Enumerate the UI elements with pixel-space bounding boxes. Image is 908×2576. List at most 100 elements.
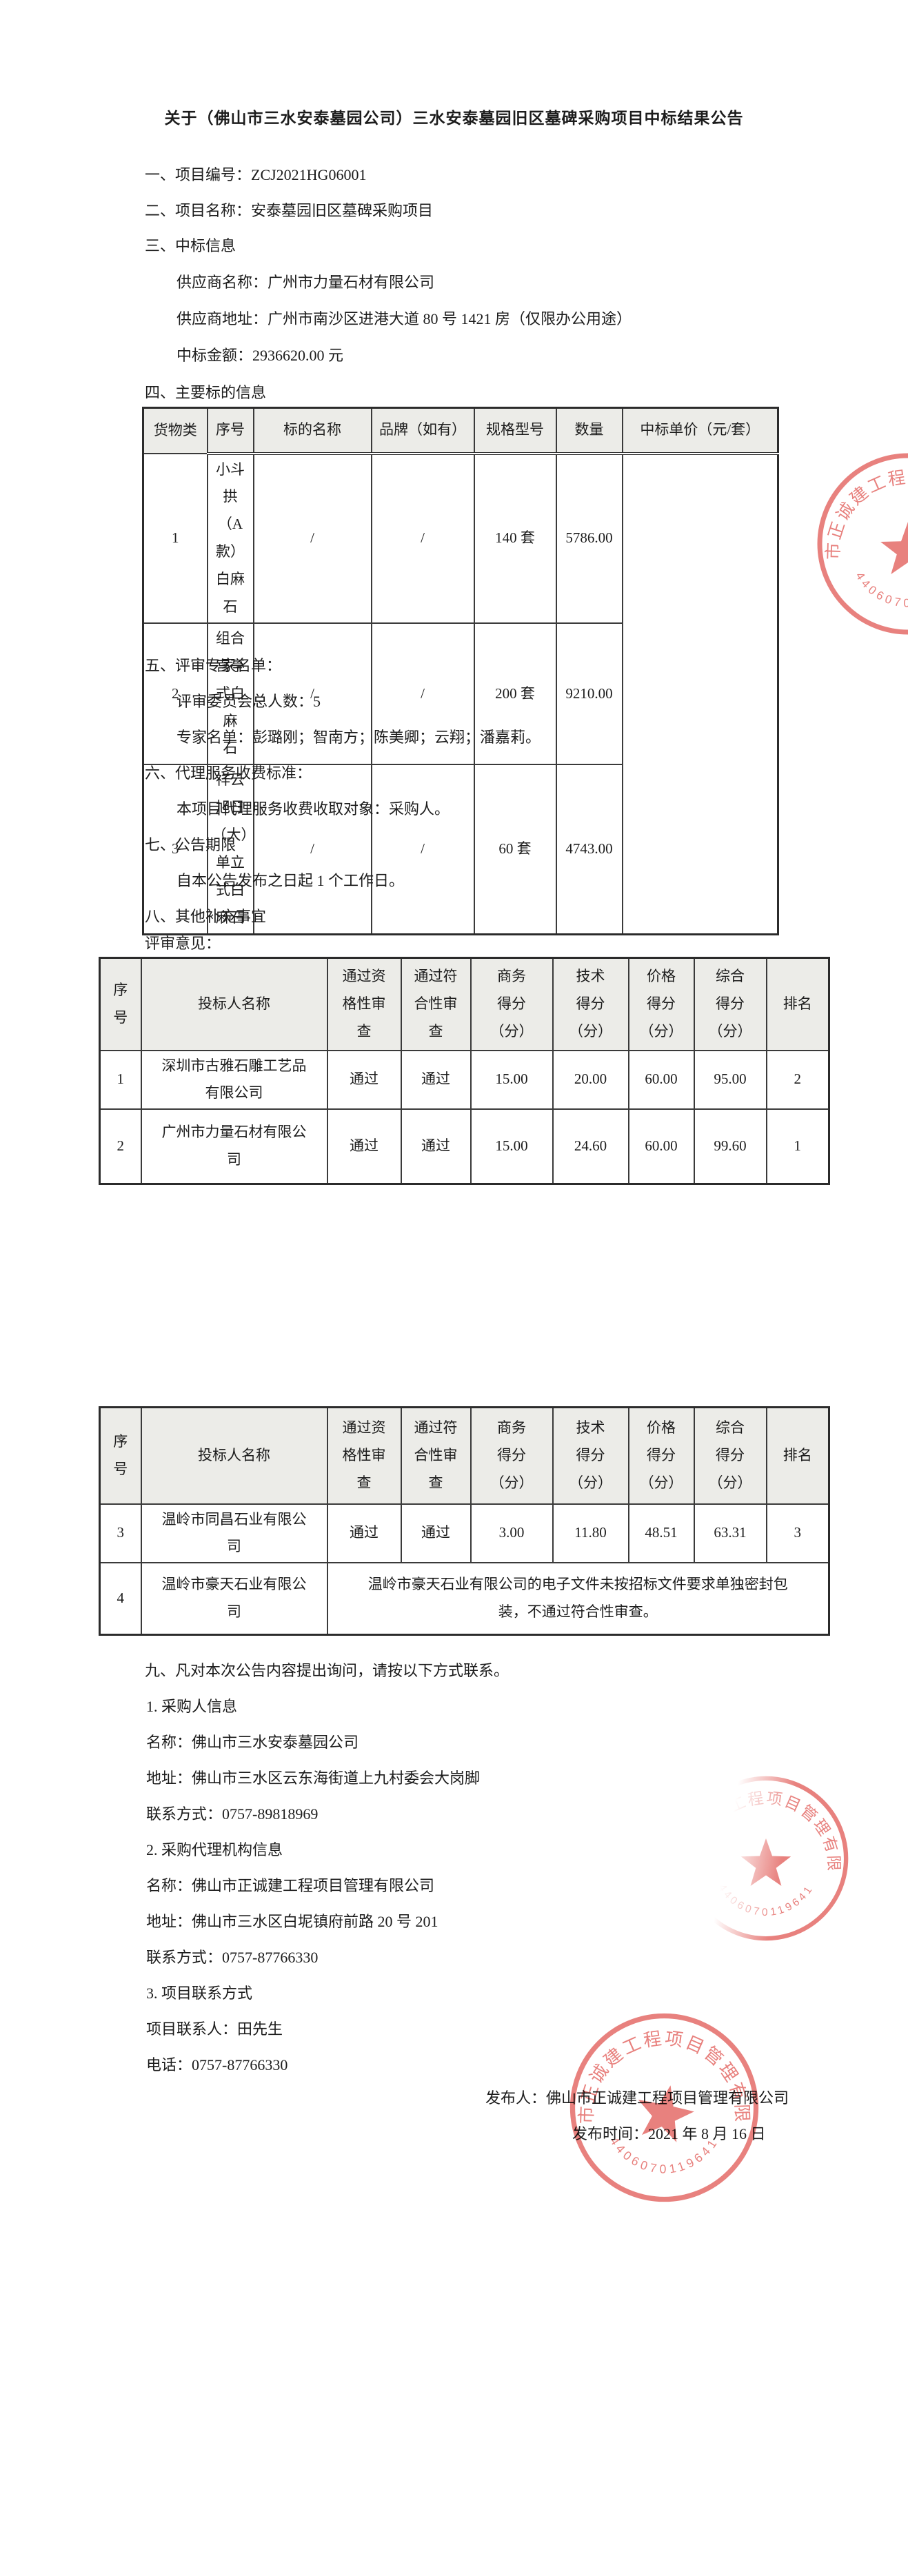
review-cell: 3 [765, 1503, 830, 1564]
review-header-row: 序 号 投标人名称 通过资 格性审 查 通过符 合性审 查 商务 得分 （分） … [99, 957, 830, 1051]
goods-col-spec: 规格型号 [473, 407, 557, 455]
review-opinion-label: 评审意见： [145, 935, 221, 952]
review-col-qualification: 通过资 格性审 查 [326, 1406, 402, 1505]
review-col-price: 价格 得分 （分） [627, 1406, 695, 1505]
goods-cell: 小斗拱（A 款） 白麻石 [206, 452, 254, 624]
review-col-total: 综合 得分 （分） [693, 1406, 767, 1505]
review-cell: 11.80 [552, 1503, 629, 1564]
review-cell: 63.31 [693, 1503, 767, 1564]
review-header-row: 序 号 投标人名称 通过资 格性审 查 通过符 合性审 查 商务 得分 （分） … [99, 1406, 830, 1505]
review-col-no: 序 号 [99, 1406, 142, 1505]
review-cell: 60.00 [627, 1108, 695, 1185]
review-cell: 通过 [400, 1108, 472, 1185]
project-tel-line: 电话：0757-87766330 [146, 2056, 288, 2073]
publisher-line: 发布人：佛山市正诚建工程项目管理有限公司 [485, 2089, 789, 2107]
review-cell: 通过 [326, 1503, 402, 1564]
review-col-technical: 技术 得分 （分） [552, 1406, 629, 1505]
section-main-subject: 四、主要标的信息 [145, 384, 267, 401]
review-cell: 1 [765, 1108, 830, 1185]
review-col-price: 价格 得分 （分） [627, 957, 695, 1051]
section-award-info: 三、中标信息 [145, 237, 236, 254]
page-title: 关于（佛山市三水安泰墓园公司）三水安泰墓园旧区墓碑采购项目中标结果公告 [164, 109, 744, 127]
review-col-bidder: 投标人名称 [140, 1406, 328, 1505]
purchaser-tel-line: 联系方式：0757-89818969 [146, 1805, 319, 1823]
goods-cell: 祥云旭日（大） 单立式白麻石 [206, 764, 254, 935]
review-cell: 3.00 [470, 1503, 554, 1564]
goods-cell: / [252, 622, 372, 766]
review-cell: 通过 [326, 1108, 402, 1185]
agency-name-line: 名称：佛山市正诚建工程项目管理有限公司 [146, 1877, 435, 1894]
goods-cell: 1 [142, 452, 208, 624]
svg-text:4406070119641: 4406070119641 [716, 1882, 816, 1918]
review-cell: 24.60 [552, 1108, 629, 1185]
purchaser-name-line: 名称：佛山市三水安泰墓园公司 [146, 1734, 359, 1751]
company-seal-page1: 佛山市正诚建工程项目管理有限公司 4406070119641 [811, 447, 908, 640]
purchaser-address-line: 地址：佛山市三水区云东海街道上九村委会大岗脚 [146, 1769, 481, 1787]
supplier-name-line: 供应商名称：广州市力量石材有限公司 [176, 274, 435, 291]
review-table-page2: 序 号 投标人名称 通过资 格性审 查 通过符 合性审 查 商务 得分 （分） … [99, 1406, 830, 1636]
goods-cell: 3 [142, 764, 208, 935]
review-table-page1: 序 号 投标人名称 通过资 格性审 查 通过符 合性审 查 商务 得分 （分） … [99, 957, 830, 1185]
review-col-technical: 技术 得分 （分） [552, 957, 629, 1051]
review-cell: 2 [99, 1108, 142, 1185]
goods-cell: 9210.00 [555, 622, 623, 766]
award-amount-line: 中标金额：2936620.00 元 [176, 347, 344, 364]
review-cell: 1 [99, 1049, 142, 1110]
project-contact-heading: 3. 项目联系方式 [146, 1985, 253, 2002]
review-col-no: 序 号 [99, 957, 142, 1051]
review-cell: 15.00 [470, 1108, 554, 1185]
review-row: 3 温岭市同昌石业有限公 司 通过 通过 3.00 11.80 48.51 63… [99, 1503, 830, 1564]
review-cell: 通过 [400, 1049, 472, 1110]
seal-ring [683, 1776, 849, 1941]
review-cell: 3 [99, 1503, 142, 1564]
review-row: 1 深圳市古雅石雕工艺品 有限公司 通过 通过 15.00 20.00 60.0… [99, 1049, 830, 1110]
section-contact: 九、凡对本次公告内容提出询问，请按以下方式联系。 [145, 1662, 510, 1679]
svg-text:佛山市正诚建工程项目管理有限公司: 佛山市正诚建工程项目管理有限公司 [678, 1771, 843, 1873]
section-project-name: 二、项目名称：安泰墓园旧区墓碑采购项目 [145, 202, 434, 219]
committee-total-line: 评审委员会总人数：5 [176, 693, 321, 710]
goods-col-name: 标的名称 [252, 407, 372, 455]
seal-ring [817, 453, 908, 635]
purchaser-heading: 1. 采购人信息 [146, 1698, 238, 1715]
seal-serial-text: 4406070119641 [853, 570, 908, 610]
section-agency-fee: 六、代理服务收费标准： [145, 764, 312, 782]
seal-star-icon [740, 1838, 791, 1886]
review-col-rank: 排名 [765, 1406, 830, 1505]
review-cell: 温岭市豪天石业有限公 司 [140, 1562, 328, 1636]
seal-company-text: 佛山市正诚建工程项目管理有限公司 [678, 1771, 841, 1873]
review-cell: 通过 [400, 1503, 472, 1564]
section-other-matters: 八、其他补充事宜 [145, 908, 267, 925]
goods-col-brand: 品牌（如有） [370, 407, 475, 455]
goods-cell: 4743.00 [555, 764, 623, 935]
goods-row: 2 组合宫亭式白麻 石 / / 200 套 9210.00 [142, 622, 778, 766]
goods-col-price: 中标单价（元/套） [621, 407, 779, 455]
goods-row: 3 祥云旭日（大） 单立式白麻石 / / 60 套 4743.00 [142, 764, 778, 935]
goods-cell: 140 套 [473, 452, 557, 624]
agency-fee-body: 本项目代理服务收费收取对象：采购人。 [176, 800, 450, 818]
goods-group-label: 货物类 [142, 407, 208, 454]
agency-address-line: 地址：佛山市三水区白坭镇府前路 20 号 201 [146, 1913, 438, 1930]
review-cell: 2 [765, 1049, 830, 1110]
goods-col-no: 序号 [206, 407, 254, 455]
agency-heading: 2. 采购代理机构信息 [146, 1841, 283, 1858]
seal-company-text: 佛山市正诚建工程项目管理有限公司 [811, 447, 908, 560]
goods-header-row: 货物类 序号 标的名称 品牌（如有） 规格型号 数量 中标单价（元/套） [142, 407, 779, 455]
goods-cell: / [370, 622, 475, 766]
experts-list-line: 专家名单：彭璐刚；智南方；陈美卿；云翔；潘嘉莉。 [176, 729, 541, 746]
seal-serial-text: 4406070119641 [716, 1882, 813, 1918]
goods-cell: 5786.00 [555, 452, 623, 624]
goods-cell: 60 套 [473, 764, 557, 935]
section-project-number: 一、项目编号：ZCJ2021HG06001 [145, 166, 367, 183]
review-col-bidder: 投标人名称 [140, 957, 328, 1051]
section-experts: 五、评审专家名单： [145, 657, 282, 674]
review-row: 2 广州市力量石材有限公 司 通过 通过 15.00 24.60 60.00 9… [99, 1108, 830, 1185]
goods-table: 货物类 序号 标的名称 品牌（如有） 规格型号 数量 中标单价（元/套） 1 小… [142, 407, 779, 935]
publish-date-line: 发布时间：2021 年 8 月 16 日 [572, 2125, 766, 2142]
supplier-address-line: 供应商地址：广州市南沙区进港大道 80 号 1421 房（仅限办公用途） [176, 310, 632, 327]
goods-cell: / [370, 764, 475, 935]
review-cell: 广州市力量石材有限公 司 [140, 1108, 328, 1185]
project-contact-person-line: 项目联系人：田先生 [146, 2020, 283, 2038]
review-cell: 20.00 [552, 1049, 629, 1110]
goods-cell: 组合宫亭式白麻 石 [206, 622, 254, 766]
